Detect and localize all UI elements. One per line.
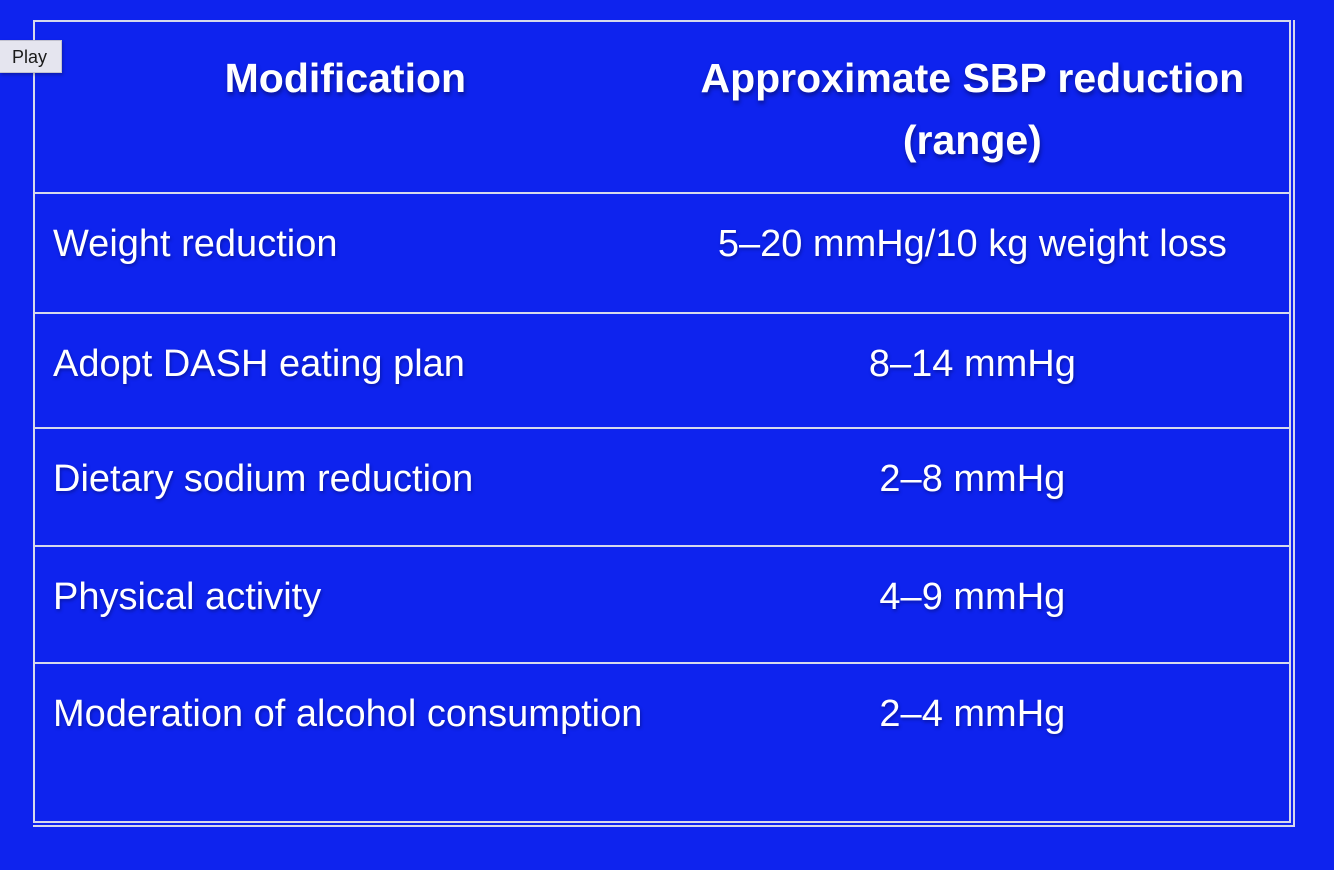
modification-cell: Dietary sodium reduction: [53, 458, 474, 500]
table-row: Weight reduction 5–20 mmHg/10 kg weight …: [35, 192, 1289, 312]
modification-cell: Weight reduction: [53, 223, 338, 265]
modification-cell: Physical activity: [53, 576, 322, 618]
play-tooltip[interactable]: Play: [0, 40, 63, 73]
table-grid: Modification Approximate SBP reduction (…: [33, 20, 1291, 823]
modification-cell: Moderation of alcohol consumption: [53, 693, 643, 735]
table-header-row: Modification Approximate SBP reduction (…: [35, 22, 1289, 192]
reduction-cell: 4–9 mmHg: [879, 576, 1066, 618]
table-row: Dietary sodium reduction 2–8 mmHg: [35, 427, 1289, 545]
sbp-modification-table: Modification Approximate SBP reduction (…: [33, 20, 1295, 827]
column-header-modification: Modification: [224, 55, 467, 101]
reduction-cell: 5–20 mmHg/10 kg weight loss: [717, 223, 1227, 265]
table-row: Moderation of alcohol consumption 2–4 mm…: [35, 662, 1289, 821]
table-row: Adopt DASH eating plan 8–14 mmHg: [35, 312, 1289, 427]
reduction-cell: 2–8 mmHg: [879, 458, 1066, 500]
modification-cell: Adopt DASH eating plan: [53, 343, 465, 385]
reduction-cell: 8–14 mmHg: [868, 343, 1076, 385]
reduction-cell: 2–4 mmHg: [879, 693, 1066, 735]
column-header-sbp-reduction: Approximate SBP reduction (range): [656, 22, 1289, 192]
table-row: Physical activity 4–9 mmHg: [35, 545, 1289, 662]
column-header-sbp-reduction-text: Approximate SBP reduction (range): [700, 55, 1245, 163]
